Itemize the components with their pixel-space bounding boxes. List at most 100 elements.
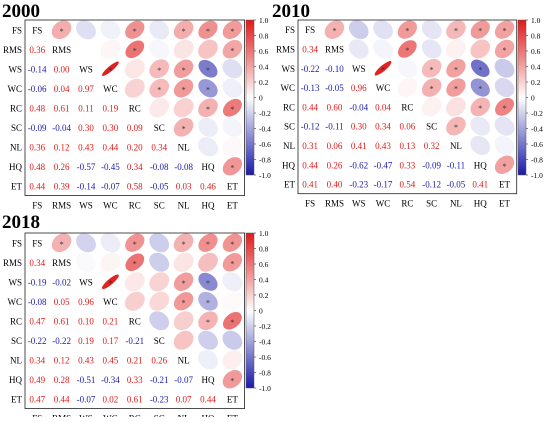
significance-marker: * — [182, 298, 186, 307]
colorbar-tick-label: -0.6 — [259, 140, 271, 149]
correlation-ellipse — [198, 117, 218, 137]
significance-marker: * — [60, 27, 64, 36]
correlation-value: 0.61 — [54, 103, 70, 113]
diagonal-label: WS — [79, 277, 93, 287]
correlation-value: 0.12 — [54, 142, 70, 152]
correlation-value: 0.44 — [200, 394, 216, 404]
column-label: WC — [376, 199, 391, 209]
correlation-value: 0.97 — [78, 84, 94, 94]
correlation-value: -0.12 — [301, 122, 320, 132]
significance-marker: * — [133, 27, 137, 36]
significance-marker: * — [182, 279, 186, 288]
correlation-value: 0.48 — [29, 103, 45, 113]
correlation-value: 0.34 — [375, 122, 391, 132]
correlation-value: -0.34 — [101, 375, 120, 385]
correlation-panel-2000: 2000 FS * * * * * 0.36 RMS * * -0.14 0.00 WS * * * * -0.06… — [2, 1, 271, 211]
correlation-ellipse — [173, 311, 194, 331]
colorbar-tick-label: -0.4 — [531, 125, 543, 134]
correlation-ellipse — [76, 20, 96, 40]
significance-marker: * — [405, 27, 409, 36]
column-label: RC — [401, 199, 413, 209]
correlation-ellipse — [348, 20, 369, 40]
correlation-value: -0.62 — [349, 160, 368, 170]
correlation-value: -0.22 — [28, 336, 47, 346]
correlation-ellipse — [421, 20, 442, 40]
correlation-ellipse — [495, 97, 515, 116]
significance-marker: * — [108, 279, 112, 288]
correlation-ellipse — [149, 39, 170, 59]
correlation-ellipse — [198, 233, 218, 252]
column-label: RC — [129, 414, 141, 418]
colorbar-tick-label: 0.8 — [259, 245, 269, 254]
row-label: HQ — [9, 375, 22, 385]
significance-marker: * — [503, 162, 507, 171]
correlation-ellipse — [76, 252, 96, 272]
correlation-value: 0.44 — [29, 181, 45, 191]
correlation-ellipse — [198, 137, 218, 157]
correlation-value: 0.41 — [472, 180, 488, 190]
correlation-value: 0.61 — [127, 394, 143, 404]
column-label: HQ — [202, 414, 215, 418]
significance-marker: * — [478, 104, 482, 113]
diagonal-label: HQ — [202, 375, 215, 385]
correlation-value: -0.07 — [77, 394, 96, 404]
correlation-ellipse — [446, 20, 466, 40]
significance-marker: * — [454, 85, 458, 94]
correlation-value: 0.02 — [103, 394, 119, 404]
correlation-ellipse — [421, 97, 442, 117]
correlation-ellipse — [173, 39, 194, 59]
colorbar-tick-label: 0.6 — [259, 260, 269, 269]
correlation-value: 0.30 — [103, 123, 119, 133]
column-label: NL — [178, 414, 190, 418]
significance-marker: * — [405, 46, 409, 55]
correlation-ellipse — [51, 20, 72, 40]
colorbar-tick-label: -0.2 — [259, 322, 271, 331]
correlation-value: -0.13 — [301, 83, 320, 93]
correlation-ellipse — [348, 39, 369, 59]
diagonal-label: RMS — [325, 44, 344, 54]
column-label: NL — [450, 199, 462, 209]
correlation-value: 0.06 — [327, 141, 343, 151]
significance-marker: * — [381, 65, 385, 74]
correlation-value: 0.19 — [103, 103, 119, 113]
correlation-value: 0.41 — [302, 180, 318, 190]
correlation-value: 0.43 — [78, 142, 94, 152]
significance-marker: * — [478, 65, 482, 74]
significance-marker: * — [133, 240, 137, 249]
correlation-ellipse — [173, 292, 194, 311]
colorbar-tick-label: 1.0 — [531, 16, 541, 25]
row-label: WC — [281, 83, 296, 93]
correlation-ellipse — [198, 20, 218, 39]
colorbar-tick-label: 0.4 — [259, 276, 269, 285]
column-label: ET — [499, 199, 510, 209]
row-label: WS — [9, 277, 23, 287]
correlation-ellipse — [222, 137, 243, 157]
row-label: RMS — [276, 44, 295, 54]
diagonal-label: WS — [352, 64, 366, 74]
correlation-ellipse — [198, 39, 218, 59]
significance-marker: * — [230, 46, 234, 55]
diagonal-label: WC — [103, 297, 118, 307]
significance-marker: * — [230, 163, 234, 172]
correlation-ellipse — [222, 233, 243, 252]
diagonal-label: ET — [227, 181, 238, 191]
correlation-value: 0.21 — [127, 355, 143, 365]
correlation-ellipse — [222, 98, 242, 117]
colorbar-tick-label: 1.0 — [259, 16, 269, 25]
diagonal-label: RMS — [52, 45, 71, 55]
row-label: RC — [10, 103, 22, 113]
correlation-value: -0.21 — [125, 336, 144, 346]
correlation-value: 0.43 — [375, 141, 391, 151]
correlation-value: -0.17 — [374, 180, 393, 190]
diagonal-label: NL — [178, 142, 190, 152]
row-label: RMS — [3, 45, 22, 55]
colorbar-tick-label: 0.4 — [531, 63, 541, 72]
colorbar-tick-label: -0.2 — [259, 109, 271, 118]
correlation-value: -0.51 — [77, 375, 96, 385]
correlation-ellipse — [198, 98, 218, 118]
significance-marker: * — [206, 279, 210, 288]
colorbar-tick-label: 0.6 — [531, 47, 541, 56]
correlation-value: -0.09 — [28, 123, 47, 133]
correlation-value: 0.30 — [78, 123, 94, 133]
correlation-value: -0.05 — [325, 83, 344, 93]
